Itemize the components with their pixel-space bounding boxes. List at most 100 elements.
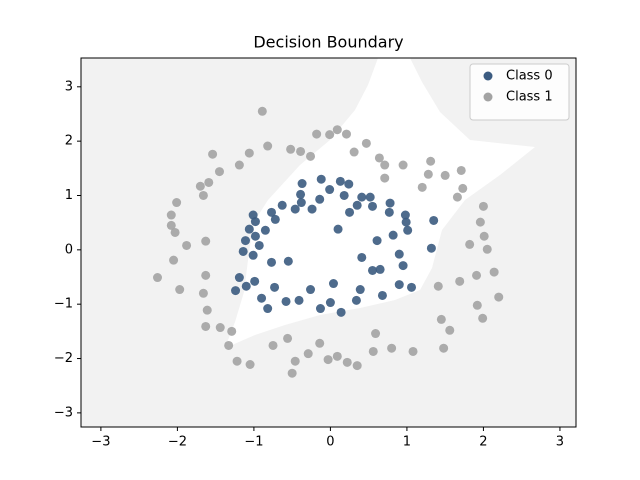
point: [482, 244, 492, 254]
point: [260, 225, 270, 235]
point: [336, 307, 346, 317]
point: [374, 153, 384, 163]
point: [445, 325, 455, 335]
point: [234, 160, 244, 170]
point: [307, 204, 317, 214]
point: [257, 293, 267, 303]
point: [201, 270, 211, 280]
y-tick-label: 2: [65, 134, 73, 149]
y-tick-label: 3: [65, 79, 73, 94]
point: [367, 265, 377, 275]
point: [169, 255, 179, 265]
point: [377, 290, 387, 300]
point: [417, 182, 427, 192]
point: [325, 130, 335, 140]
point: [349, 147, 359, 157]
point: [365, 192, 375, 202]
point: [195, 181, 205, 191]
point: [426, 156, 436, 166]
point: [455, 276, 465, 286]
point: [201, 236, 211, 246]
legend-marker: [483, 71, 493, 81]
point: [315, 304, 325, 314]
point: [426, 243, 436, 253]
x-tick-label: 2: [479, 435, 487, 450]
point: [204, 177, 214, 187]
point: [227, 326, 237, 336]
point: [368, 346, 378, 356]
point: [316, 174, 326, 184]
point: [394, 249, 404, 259]
point: [403, 225, 413, 235]
point: [341, 129, 351, 139]
point: [339, 190, 349, 200]
point: [387, 343, 397, 353]
point: [287, 368, 297, 378]
point: [250, 231, 260, 241]
point: [394, 280, 404, 290]
point: [241, 281, 251, 291]
point: [458, 183, 468, 193]
point: [465, 239, 475, 249]
point: [335, 176, 345, 186]
point: [385, 198, 395, 208]
point: [172, 198, 182, 208]
point: [270, 282, 280, 292]
point: [234, 273, 244, 283]
point: [198, 190, 208, 200]
point: [325, 298, 335, 308]
point: [436, 314, 446, 324]
point: [214, 167, 224, 177]
x-tick-label: −1: [244, 435, 263, 450]
point: [166, 220, 176, 230]
legend: Class 0 Class 1: [469, 63, 570, 121]
point: [408, 346, 418, 356]
point: [325, 185, 335, 195]
point: [439, 343, 449, 353]
point: [224, 340, 234, 350]
point: [352, 200, 362, 210]
x-tick-label: 1: [403, 435, 411, 450]
point: [332, 125, 342, 135]
point: [296, 198, 306, 208]
point: [315, 194, 325, 204]
point: [208, 149, 218, 159]
point: [250, 217, 260, 227]
chart-title: Decision Boundary: [253, 33, 403, 52]
point: [245, 360, 255, 370]
point: [240, 236, 250, 246]
legend-box: [469, 63, 570, 121]
point: [250, 276, 260, 286]
point: [296, 189, 306, 199]
point: [400, 210, 410, 220]
plot-area: [153, 106, 504, 378]
point: [244, 148, 254, 158]
point: [306, 285, 316, 295]
point: [456, 165, 466, 175]
point: [297, 179, 307, 189]
point: [286, 144, 296, 154]
point: [398, 261, 408, 271]
x-tick-label: 3: [556, 435, 564, 450]
point: [232, 356, 242, 366]
point: [215, 323, 225, 333]
point: [254, 240, 264, 250]
axes-frame: [80, 57, 577, 428]
point: [429, 215, 439, 225]
point: [268, 340, 278, 350]
point: [345, 207, 355, 217]
point: [433, 281, 443, 291]
point: [440, 170, 450, 180]
point: [494, 292, 504, 302]
point: [296, 146, 306, 156]
y-tick-label: −2: [54, 351, 73, 366]
point: [283, 333, 293, 343]
point: [344, 179, 354, 189]
point: [238, 246, 248, 256]
point: [489, 267, 499, 277]
point: [267, 257, 277, 267]
point: [198, 288, 208, 298]
point: [153, 273, 163, 283]
point: [472, 300, 482, 310]
